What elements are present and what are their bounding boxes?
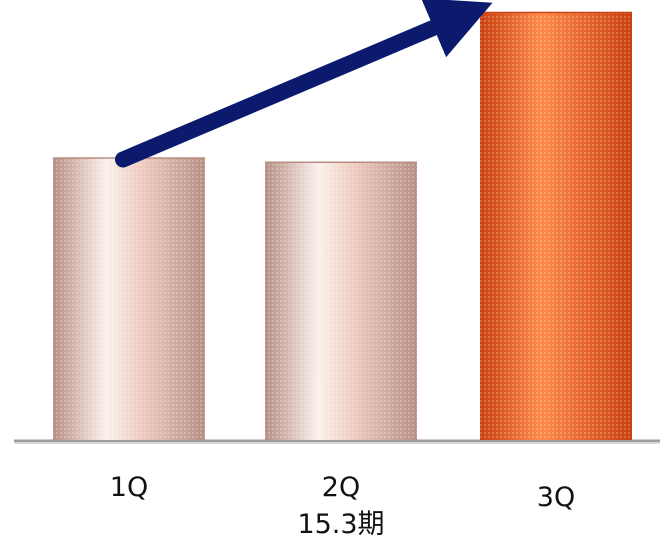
- trend-arrow-line: [115, 0, 493, 168]
- bar-1Q: [53, 157, 205, 440]
- bar-texture: [480, 12, 632, 440]
- trend-arrow: [115, 0, 493, 168]
- bar-texture: [265, 161, 417, 441]
- baseline: [14, 439, 660, 444]
- bar-texture: [53, 157, 205, 440]
- category-label-1Q: 1Q: [110, 472, 148, 503]
- category-label-3Q: 3Q: [537, 482, 575, 513]
- bar-3Q: [480, 11, 632, 440]
- bars: [53, 11, 632, 441]
- category-labels: 1Q 2Q 3Q 15.3期: [110, 472, 575, 540]
- group-label: 15.3期: [297, 509, 384, 540]
- category-label-2Q: 2Q: [322, 472, 360, 503]
- bar-2Q: [265, 161, 417, 441]
